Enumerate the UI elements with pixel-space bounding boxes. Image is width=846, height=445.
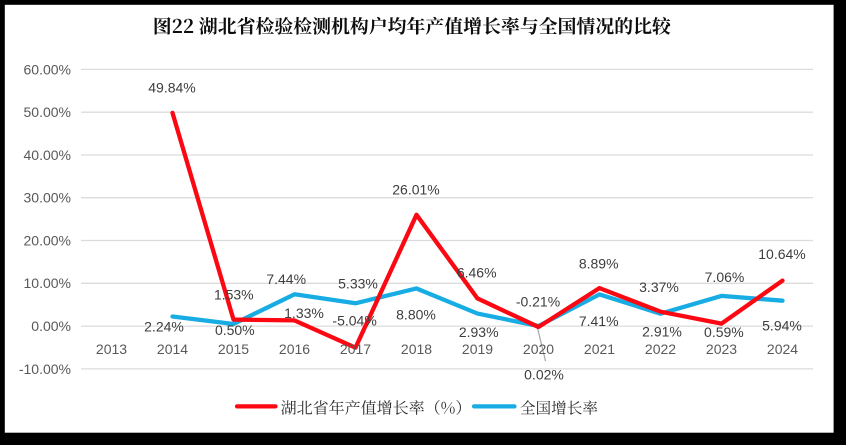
svg-text:7.06%: 7.06% xyxy=(705,269,745,285)
svg-text:2021: 2021 xyxy=(584,341,615,357)
svg-text:30.00%: 30.00% xyxy=(24,190,71,206)
svg-text:-10.00%: -10.00% xyxy=(19,361,71,377)
svg-text:7.44%: 7.44% xyxy=(266,271,306,287)
svg-text:40.00%: 40.00% xyxy=(24,147,71,163)
svg-text:3.37%: 3.37% xyxy=(639,279,679,295)
svg-text:2.93%: 2.93% xyxy=(459,324,499,340)
svg-text:49.84%: 49.84% xyxy=(148,79,195,95)
svg-text:2022: 2022 xyxy=(645,341,676,357)
svg-text:0.00%: 0.00% xyxy=(31,318,71,334)
svg-text:8.89%: 8.89% xyxy=(579,256,619,272)
svg-text:-0.21%: -0.21% xyxy=(516,294,560,310)
svg-text:2018: 2018 xyxy=(401,341,432,357)
svg-text:1.33%: 1.33% xyxy=(284,305,324,321)
svg-text:2017: 2017 xyxy=(340,341,371,357)
svg-text:7.41%: 7.41% xyxy=(579,313,619,329)
svg-text:2015: 2015 xyxy=(218,341,249,357)
svg-text:2016: 2016 xyxy=(279,341,310,357)
svg-text:2020: 2020 xyxy=(523,341,554,357)
svg-text:5.33%: 5.33% xyxy=(338,276,378,292)
svg-text:2013: 2013 xyxy=(96,341,127,357)
svg-text:26.01%: 26.01% xyxy=(392,181,439,197)
svg-text:0.50%: 0.50% xyxy=(215,322,255,338)
svg-text:50.00%: 50.00% xyxy=(24,104,71,120)
svg-text:6.46%: 6.46% xyxy=(457,265,497,281)
svg-text:2024: 2024 xyxy=(767,341,798,357)
svg-text:2014: 2014 xyxy=(157,341,188,357)
svg-text:0.02%: 0.02% xyxy=(524,367,564,383)
svg-text:0.59%: 0.59% xyxy=(704,324,744,340)
svg-text:5.94%: 5.94% xyxy=(762,318,802,334)
svg-text:2023: 2023 xyxy=(706,341,737,357)
svg-text:10.00%: 10.00% xyxy=(24,275,71,291)
svg-text:2.91%: 2.91% xyxy=(642,324,682,340)
svg-text:20.00%: 20.00% xyxy=(24,232,71,248)
svg-text:8.80%: 8.80% xyxy=(396,306,436,322)
svg-text:2019: 2019 xyxy=(462,341,493,357)
svg-text:2.24%: 2.24% xyxy=(144,319,184,335)
svg-text:60.00%: 60.00% xyxy=(24,61,71,77)
svg-text:10.64%: 10.64% xyxy=(758,246,805,262)
svg-text:1.53%: 1.53% xyxy=(214,287,254,303)
svg-text:-5.04%: -5.04% xyxy=(332,313,376,329)
